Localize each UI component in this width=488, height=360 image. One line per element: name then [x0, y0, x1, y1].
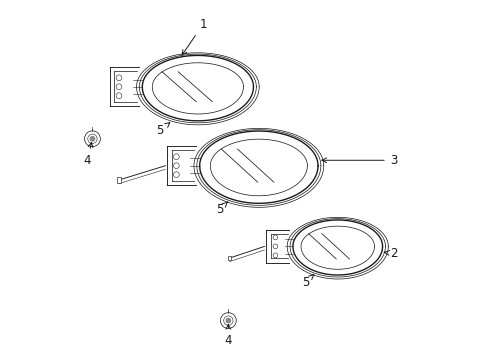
- Text: 4: 4: [224, 324, 232, 347]
- Text: 5: 5: [301, 274, 313, 289]
- Text: 1: 1: [182, 18, 206, 55]
- Circle shape: [225, 318, 231, 323]
- Text: 4: 4: [83, 143, 93, 167]
- Bar: [117, 177, 121, 183]
- Circle shape: [89, 136, 95, 141]
- Text: 3: 3: [321, 154, 396, 167]
- Text: 5: 5: [215, 202, 227, 216]
- Bar: [228, 256, 231, 260]
- Text: 5: 5: [156, 122, 169, 137]
- Text: 2: 2: [383, 247, 396, 260]
